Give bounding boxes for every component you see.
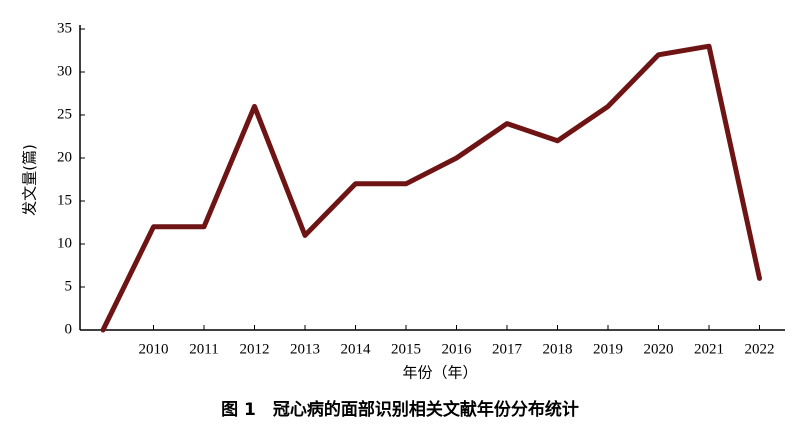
x-tick-label: 2022 [745,341,775,357]
y-axis-label: 发文量(篇) [21,144,39,216]
x-tick-label: 2020 [644,341,674,357]
y-tick-label: 10 [57,235,72,251]
y-tick-label: 25 [57,106,72,122]
x-tick-label: 2019 [593,341,623,357]
x-axis-label: 年份（年） [402,364,477,382]
y-tick-label: 35 [57,20,72,36]
y-tick-label: 15 [57,192,72,208]
x-tick-label: 2017 [492,341,523,357]
y-tick-label: 20 [57,149,72,165]
x-tick-label: 2011 [189,341,218,357]
y-tick-label: 30 [57,63,72,79]
x-tick-label: 2010 [139,341,169,357]
x-tick-label: 2015 [391,341,421,357]
y-tick-label: 0 [65,321,73,337]
data-line [100,43,762,333]
x-tick-label: 2013 [290,341,320,357]
x-tick-label: 2021 [694,341,724,357]
x-tick-label: 2016 [442,341,473,357]
x-tick-label: 2018 [543,341,573,357]
x-tick-label: 2014 [341,341,372,357]
x-tick-label: 2012 [240,341,270,357]
chart-title: 图 1 冠心病的面部识别相关文献年份分布统计 [221,399,579,420]
y-tick-label: 5 [65,278,73,294]
